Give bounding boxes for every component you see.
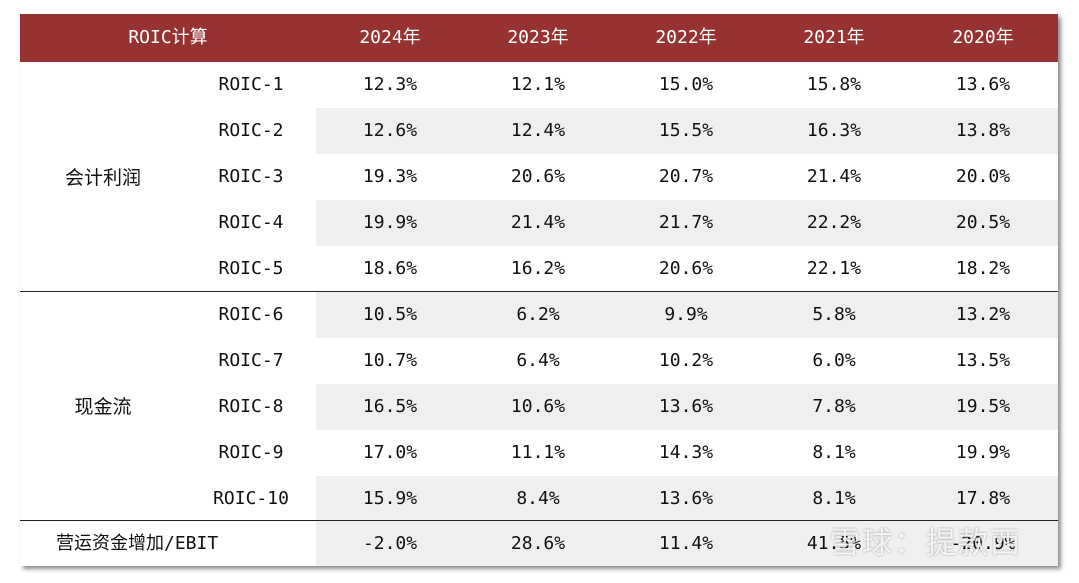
row-shade	[316, 200, 1058, 246]
metric-label: ROIC-1	[218, 74, 284, 95]
value-cell: 13.6%	[955, 74, 1011, 95]
value-cell: 17.8%	[955, 488, 1011, 509]
value-cell: 20.7%	[658, 166, 714, 187]
value-cell: 11.1%	[510, 442, 566, 463]
value-cell: 18.6%	[362, 258, 418, 279]
table-row: ROIC-9 17.0% 11.1% 14.3% 8.1% 19.9%	[20, 430, 1058, 476]
table-row: ROIC-4 19.9% 21.4% 21.7% 22.2% 20.5%	[20, 200, 1058, 246]
group-label-accounting: 会计利润	[64, 167, 141, 189]
value-cell: 19.3%	[362, 166, 418, 187]
value-cell: -20.9%	[950, 533, 1016, 554]
value-cell: 12.4%	[510, 120, 566, 141]
value-cell: 22.2%	[806, 212, 862, 233]
metric-label: ROIC-2	[218, 120, 284, 141]
roic-table: ROIC计算 2024年 2023年 2022年 2021年 2020年 会计利…	[20, 14, 1058, 566]
metric-label: ROIC-3	[218, 166, 284, 187]
header-year-2024: 2024年	[359, 27, 421, 48]
value-cell: 21.4%	[806, 166, 862, 187]
value-cell: 20.5%	[955, 212, 1011, 233]
value-cell: 18.2%	[955, 258, 1011, 279]
table-row: ROIC-10 15.9% 8.4% 13.6% 8.1% 17.8%	[20, 476, 1058, 522]
metric-label: ROIC-5	[218, 258, 284, 279]
metric-label: ROIC-9	[218, 442, 284, 463]
header-year-2020: 2020年	[952, 27, 1014, 48]
value-cell: 13.2%	[955, 304, 1011, 325]
value-cell: 17.0%	[362, 442, 418, 463]
value-cell: 12.1%	[510, 74, 566, 95]
table-row: ROIC-2 12.6% 12.4% 15.5% 16.3% 13.8%	[20, 108, 1058, 154]
value-cell: 12.6%	[362, 120, 418, 141]
value-cell: 16.3%	[806, 120, 862, 141]
value-cell: 15.8%	[806, 74, 862, 95]
row-shade	[316, 292, 1058, 338]
value-cell: 15.0%	[658, 74, 714, 95]
value-cell: 21.7%	[658, 212, 714, 233]
value-cell: 6.2%	[516, 304, 560, 325]
value-cell: 10.7%	[362, 350, 418, 371]
value-cell: 13.6%	[658, 488, 714, 509]
table-header: ROIC计算 2024年 2023年 2022年 2021年 2020年	[20, 14, 1058, 62]
header-label: ROIC计算	[128, 27, 208, 48]
metric-label: ROIC-8	[218, 396, 284, 417]
value-cell: 41.5%	[806, 533, 862, 554]
header-year-2023: 2023年	[507, 27, 569, 48]
row-shade	[316, 476, 1058, 522]
value-cell: 16.2%	[510, 258, 566, 279]
metric-label: ROIC-7	[218, 350, 284, 371]
value-cell: 19.9%	[955, 442, 1011, 463]
value-cell: 16.5%	[362, 396, 418, 417]
metric-label: 营运资金增加/EBIT	[56, 533, 219, 554]
value-cell: 20.6%	[658, 258, 714, 279]
value-cell: 20.0%	[955, 166, 1011, 187]
value-cell: 10.6%	[510, 396, 566, 417]
table-row: ROIC-1 12.3% 12.1% 15.0% 15.8% 13.6%	[20, 62, 1058, 108]
group-divider	[20, 520, 1058, 521]
value-cell: 8.4%	[516, 488, 560, 509]
header-year-2022: 2022年	[655, 27, 717, 48]
table-row: ROIC-7 10.7% 6.4% 10.2% 6.0% 13.5%	[20, 338, 1058, 384]
table-row: ROIC-5 18.6% 16.2% 20.6% 22.1% 18.2%	[20, 246, 1058, 292]
value-cell: 6.4%	[516, 350, 560, 371]
value-cell: 21.4%	[510, 212, 566, 233]
value-cell: 6.0%	[812, 350, 856, 371]
value-cell: 8.1%	[812, 488, 856, 509]
row-shade	[316, 384, 1058, 430]
row-shade	[316, 108, 1058, 154]
group-divider	[20, 291, 1058, 292]
value-cell: 11.4%	[658, 533, 714, 554]
value-cell: 19.9%	[362, 212, 418, 233]
value-cell: 8.1%	[812, 442, 856, 463]
value-cell: 7.8%	[812, 396, 856, 417]
value-cell: 12.3%	[362, 74, 418, 95]
value-cell: 9.9%	[664, 304, 708, 325]
value-cell: 13.6%	[658, 396, 714, 417]
value-cell: 10.5%	[362, 304, 418, 325]
table-row: ROIC-8 16.5% 10.6% 13.6% 7.8% 19.5%	[20, 384, 1058, 430]
value-cell: 20.6%	[510, 166, 566, 187]
row-shade	[316, 521, 1058, 566]
value-cell: 15.9%	[362, 488, 418, 509]
table-row: 营运资金增加/EBIT -2.0% 28.6% 11.4% 41.5% -20.9%	[20, 521, 1058, 566]
header-year-2021: 2021年	[803, 27, 865, 48]
value-cell: 15.5%	[658, 120, 714, 141]
value-cell: 22.1%	[806, 258, 862, 279]
value-cell: 5.8%	[812, 304, 856, 325]
table-row: ROIC-3 19.3% 20.6% 20.7% 21.4% 20.0%	[20, 154, 1058, 200]
watermark: 雪球：提款西	[830, 526, 1022, 561]
value-cell: 28.6%	[510, 533, 566, 554]
metric-label: ROIC-4	[218, 212, 284, 233]
metric-label: ROIC-6	[218, 304, 284, 325]
metric-label: ROIC-10	[213, 488, 289, 509]
value-cell: 13.5%	[955, 350, 1011, 371]
value-cell: 13.8%	[955, 120, 1011, 141]
table-row: ROIC-6 10.5% 6.2% 9.9% 5.8% 13.2%	[20, 292, 1058, 338]
value-cell: 19.5%	[955, 396, 1011, 417]
value-cell: 14.3%	[658, 442, 714, 463]
value-cell: 10.2%	[658, 350, 714, 371]
value-cell: -2.0%	[362, 533, 418, 554]
group-label-cashflow: 现金流	[74, 396, 132, 418]
